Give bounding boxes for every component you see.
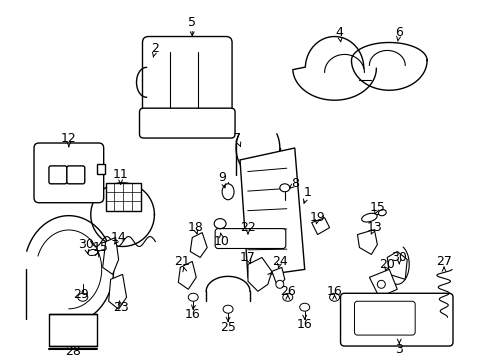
Polygon shape (386, 252, 407, 279)
Text: 22: 22 (240, 221, 255, 234)
Text: 9: 9 (218, 171, 225, 184)
Ellipse shape (222, 184, 234, 200)
FancyBboxPatch shape (142, 36, 232, 133)
Polygon shape (102, 238, 119, 274)
Text: 13: 13 (366, 221, 382, 234)
FancyBboxPatch shape (34, 143, 103, 203)
FancyBboxPatch shape (354, 301, 414, 335)
Text: 16: 16 (296, 318, 312, 330)
Ellipse shape (78, 293, 87, 301)
Polygon shape (351, 42, 426, 90)
Text: 24: 24 (271, 255, 287, 268)
Ellipse shape (214, 219, 225, 229)
Text: 1: 1 (303, 186, 311, 199)
Polygon shape (311, 218, 329, 235)
Text: 20: 20 (379, 258, 394, 271)
Ellipse shape (361, 213, 376, 222)
Ellipse shape (299, 303, 309, 311)
Text: 8: 8 (290, 177, 298, 190)
Text: 15: 15 (368, 201, 385, 214)
Text: 6: 6 (394, 26, 403, 39)
Text: 14: 14 (110, 231, 126, 244)
Ellipse shape (329, 293, 339, 301)
Text: 3: 3 (394, 342, 403, 356)
Text: 2: 2 (151, 42, 159, 55)
Text: 16: 16 (326, 285, 342, 298)
Bar (105, 183, 140, 211)
Text: 7: 7 (233, 131, 241, 144)
Polygon shape (271, 267, 284, 287)
Polygon shape (240, 148, 304, 277)
Text: 27: 27 (435, 255, 451, 268)
Ellipse shape (88, 249, 98, 256)
Polygon shape (368, 269, 396, 297)
FancyBboxPatch shape (49, 166, 67, 184)
Ellipse shape (377, 280, 385, 288)
Polygon shape (108, 274, 126, 309)
Text: 16: 16 (184, 308, 200, 321)
Ellipse shape (223, 305, 233, 313)
Text: 4: 4 (335, 26, 343, 39)
Text: 23: 23 (113, 301, 128, 314)
Ellipse shape (215, 221, 224, 229)
FancyBboxPatch shape (215, 229, 285, 248)
Text: 26: 26 (279, 285, 295, 298)
Text: 25: 25 (220, 321, 236, 334)
Text: 5: 5 (188, 16, 196, 29)
Polygon shape (247, 257, 271, 291)
Ellipse shape (282, 293, 292, 301)
Text: 12: 12 (61, 131, 77, 144)
Polygon shape (190, 233, 207, 257)
Polygon shape (178, 261, 196, 289)
Ellipse shape (279, 184, 289, 192)
Text: 18: 18 (187, 221, 203, 234)
Bar (49, 314, 97, 346)
FancyBboxPatch shape (139, 108, 235, 138)
Ellipse shape (275, 280, 283, 288)
Text: 17: 17 (240, 251, 255, 264)
Text: 30: 30 (390, 251, 407, 264)
Polygon shape (357, 230, 377, 255)
Text: 21: 21 (174, 255, 190, 268)
Polygon shape (292, 36, 376, 100)
Text: 28: 28 (65, 345, 81, 357)
Ellipse shape (188, 293, 198, 301)
Bar (97, 164, 104, 174)
Text: 19: 19 (309, 211, 325, 224)
FancyBboxPatch shape (340, 293, 452, 346)
Text: 29: 29 (73, 288, 88, 301)
Ellipse shape (378, 210, 386, 216)
Text: 10: 10 (214, 235, 229, 248)
Text: 15: 15 (93, 241, 108, 254)
FancyBboxPatch shape (67, 166, 84, 184)
Text: 11: 11 (113, 168, 128, 181)
Text: 30: 30 (78, 238, 94, 251)
